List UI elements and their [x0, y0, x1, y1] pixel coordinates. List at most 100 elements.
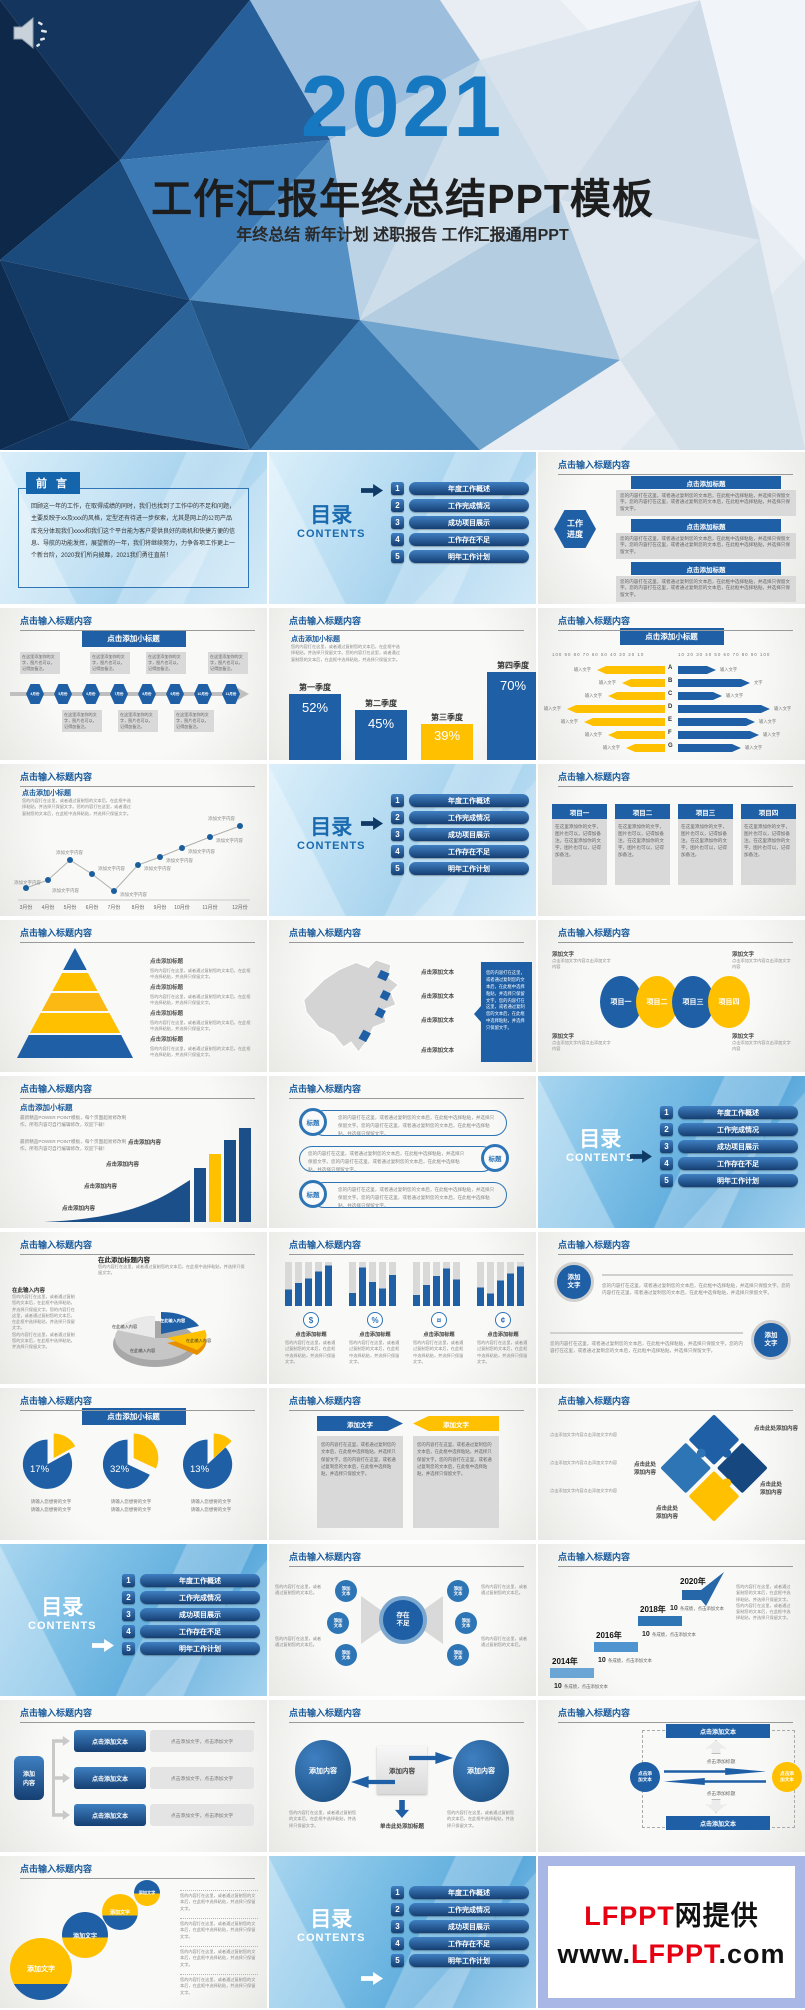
callout-line2: 添加内容 [760, 1490, 783, 1496]
puzzle-left-text: 点击添加文字内容点击添加文字内容 [550, 1432, 618, 1437]
slide-thumb-ascending-circles[interactable]: 点击输入标题内容 添加文字 添加文字 添加文字 添加文字 您的内容打在这里，或者… [0, 1856, 267, 2008]
bar-q2: 45% [355, 710, 407, 760]
slide-thumb-mini-bars[interactable]: 点击输入标题内容 $ 点击添加标题 您的内容打在这里，或者通过复制您的文本后，在… [269, 1232, 536, 1384]
timeline-note: 在这里添加你的文字，图片也可以，记得加备注。 [62, 710, 102, 732]
toc-item[interactable]: 5 明年工作计划 [660, 1174, 798, 1187]
slide-thumb-project-cards[interactable]: 点击输入标题内容 项目一 在这里添加你的文字，图片也可以，记得加备注。在这里添加… [538, 764, 805, 916]
bar-right [678, 718, 755, 726]
slide-thumb-foreword[interactable]: 前 言 回顾这一年的工作，在取得成绩的同时，我们也找到了工作中的不足和问题，主要… [0, 452, 267, 604]
slide-thumb-puzzle[interactable]: 点击输入标题内容 点击添加文字内容点击添加文字内容 点击添加文字内容点击添加文字… [538, 1388, 805, 1540]
toc-item[interactable]: 3 成功项目展示 [660, 1140, 798, 1153]
slide-thumb-tornado-chart[interactable]: 点击输入标题内容 点击添加小标题 100 90 80 70 60 50 40 3… [538, 608, 805, 760]
toc-item[interactable]: 3 成功项目展示 [391, 828, 529, 841]
toc-title-block: 目录 CONTENTS [566, 1128, 635, 1164]
toc-num: 5 [122, 1642, 135, 1655]
year-label: 2020年 [680, 1576, 706, 1586]
slide-thumb-project-ellipses[interactable]: 点击输入标题内容 添加文字 点击添加文字内容点击添加文字内容 添加文字 点击添加文字… [538, 920, 805, 1072]
toc-item[interactable]: 5 明年工作计划 [122, 1642, 260, 1655]
toc-item[interactable]: 4 工作存在不足 [660, 1157, 798, 1170]
group-body: 您的内容打在这里，或者通过复制您的文本后，在此框中选择粘贴，并选择只保留文字。 [413, 1340, 464, 1364]
slide-thumb-loop-diagram[interactable]: 点击输入标题内容 点击添加文本 点击添加文本 点击添 加文本 点击添 加文本 点击添… [538, 1700, 805, 1852]
toc-item-label: 工作存在不足 [678, 1157, 798, 1170]
caption-line: 请输入您想要的文字 [110, 1506, 152, 1512]
hub-node: 添加 文本 [455, 1612, 477, 1634]
slide-thumb-growth-steps[interactable]: 点击输入标题内容 2014年 2016年 2018年 2020年 10 条成绩，… [538, 1544, 805, 1696]
toc-item-label: 成功项目展示 [678, 1140, 798, 1153]
foreword-text: 回顾这一年的工作，在取得成绩的同时，我们也找到了工作中的不足和问题，主要反映于x… [31, 504, 236, 560]
project-card: 项目二 在这里添加你的文字，图片也可以，记得加备注。在这里添加你的文字，图片也可… [615, 804, 670, 885]
toc-item[interactable]: 4 工作存在不足 [391, 1937, 529, 1950]
branch-node-desc: 点击添加文字，点击添加文字 [150, 1767, 254, 1789]
toc-item-label: 明年工作计划 [140, 1642, 260, 1655]
toc-item[interactable]: 4 工作存在不足 [122, 1625, 260, 1638]
speaker-icon[interactable] [8, 10, 54, 56]
toc-item[interactable]: 5 明年工作计划 [391, 550, 529, 563]
slide-thumb-branch-diagram[interactable]: 点击输入标题内容 添加 内容 点击添加文本 点击添加文字，点击添加文字 点击添加文… [0, 1700, 267, 1852]
toc-item[interactable]: 1 年度工作概述 [122, 1574, 260, 1587]
slide-thumb-pyramid[interactable]: 点击输入标题内容 点击添加标题 您的内容打在这里，或者通过复制您的文本后，在此框中… [0, 920, 267, 1072]
group-title: 点击添加标题 [487, 1332, 519, 1338]
slide-thumb-3d-pie[interactable]: 点击输入标题内容 在此添加标题内容 您的内容打在这里，或者通过复制您的文本后，在… [0, 1232, 267, 1384]
toc-num: 1 [660, 1106, 673, 1119]
step-circle-1: 添加文字 [10, 1938, 72, 2000]
slide-thumb-toc-3[interactable]: 目录 CONTENTS 1 年度工作概述 2 工作完成情况 3 成功项目展示 4 工作存… [538, 1076, 805, 1228]
slide-thumb-quarter-bars[interactable]: 点击输入标题内容 点击添加小标题 您的内容打在这里，或者通过复制您的文本后，在此… [269, 608, 536, 760]
puzzle-callout: 点击此处添加内容 [656, 1504, 696, 1520]
slide-thumb-toc-5[interactable]: 目录 CONTENTS 1 年度工作概述 2 工作完成情况 3 成功项目展示 4 工作存… [269, 1856, 536, 2008]
corner-note: 添加文字 点击添加文字内容点击添加文字内容 [732, 950, 794, 971]
slide-thumb-exchange-diagram[interactable]: 点击输入标题内容 添加内容 添加内容 添加内容 单击此处添加标题 您的内容打在这… [269, 1700, 536, 1852]
note-body: 点击添加文字内容点击添加文字内容 [732, 1040, 791, 1052]
toc-item[interactable]: 4 工作存在不足 [391, 533, 529, 546]
toc-item[interactable]: 2 工作完成情况 [391, 1903, 529, 1916]
toc-item[interactable]: 5 明年工作计划 [391, 1954, 529, 1967]
toc-item[interactable]: 4 工作存在不足 [391, 845, 529, 858]
toc-item[interactable]: 1 年度工作概述 [391, 794, 529, 807]
toc-item[interactable]: 5 明年工作计划 [391, 862, 529, 875]
slide-thumb-hub-diagram[interactable]: 点击输入标题内容 存在 不足 添加 文本 添加 文本 添加 文本 添加 文本 添加 文本 添… [269, 1544, 536, 1696]
row-label-left: 输入文字 [584, 693, 602, 698]
slide-thumb-toc-4[interactable]: 目录 CONTENTS 1 年度工作概述 2 工作完成情况 3 成功项目展示 4 工作存… [0, 1544, 267, 1696]
toc-item[interactable]: 2 工作完成情况 [391, 499, 529, 512]
slide-thumb-line-chart[interactable]: 点击输入标题内容 点击添加小标题 您的内容打在这里，或者通过复制您的文本后，在此… [0, 764, 267, 916]
toc-item[interactable]: 1 年度工作概述 [660, 1106, 798, 1119]
slide-thumb-three-pies[interactable]: 点击输入标题内容 点击添加小标题 17% 请输入您想要的文字 请输入您想要的文字 … [0, 1388, 267, 1540]
toc-title: 目录 [310, 1908, 353, 1931]
toc-arrow-icon [361, 484, 383, 497]
hub-side-text: 您的内容打在这里，或者通过复制您的文本后。 [275, 1584, 322, 1596]
small-subtitle: 点击添加小标题 [20, 1103, 73, 1112]
slide-thumb-toc-1[interactable]: 目录 CONTENTS 1 年度工作概述 2 工作完成情况 3 成功项目展示 4 工作存… [269, 452, 536, 604]
toc-item-label: 工作完成情况 [409, 1903, 529, 1916]
watermark-cell[interactable]: LFPPT网提供 www.LFPPT.com [538, 1856, 805, 2008]
toc-item[interactable]: 3 成功项目展示 [391, 1920, 529, 1933]
row-label-left: 输入文字 [573, 667, 591, 672]
toc-item[interactable]: 2 工作完成情况 [122, 1591, 260, 1604]
hub-node: 添加 文本 [447, 1580, 469, 1602]
slide-thumb-two-circles-text[interactable]: 点击输入标题内容 添加 文字 您的内容打在这里，或者通过复制您的文本后，在此框中选… [538, 1232, 805, 1384]
hero-cover-slide[interactable]: 2021 工作汇报年终总结PPT模板 年终总结 新年计划 述职报告 工作汇报通用… [0, 0, 805, 450]
row-label-left: 输入文字 [584, 732, 602, 737]
slide-thumb-timeline[interactable]: 点击输入标题内容 点击添加小标题 4月份 5月份 6月份 7月份 8月份 9月份… [0, 608, 267, 760]
brand-red: LFPPT [584, 1901, 675, 1931]
bar-left [597, 666, 665, 674]
toc-item[interactable]: 1 年度工作概述 [391, 482, 529, 495]
puzzle-left-text: 点击添加文字内容点击添加文字内容 [550, 1488, 618, 1493]
toc-item[interactable]: 3 成功项目展示 [391, 516, 529, 529]
toc-item[interactable]: 1 年度工作概述 [391, 1886, 529, 1899]
pie-left-body2: 您的内容打在这里，或者通过复制您的文本后，在此框中选择粘贴，并选择只保留文字。 [12, 1331, 75, 1350]
toc-item[interactable]: 2 工作完成情况 [660, 1123, 798, 1136]
slide-header: 点击输入标题内容 [20, 1706, 255, 1723]
slide-thumb-growth-curve[interactable]: 点击输入标题内容 点击添加小标题 最新精品POWER POINT模板，每个页面超… [0, 1076, 267, 1228]
month-tick: 5月份 [64, 904, 77, 911]
slide-thumb-pill-list[interactable]: 点击输入标题内容 您的内容打在这里，或者通过复制您的文本后，在此框中选择粘贴，并… [269, 1076, 536, 1228]
slide-header: 点击输入标题内容 [289, 1706, 524, 1723]
step-num: 10 [554, 1683, 562, 1690]
slide-thumb-toc-2[interactable]: 目录 CONTENTS 1 年度工作概述 2 工作完成情况 3 成功项目展示 4 工作存… [269, 764, 536, 916]
toc-item[interactable]: 2 工作完成情况 [391, 811, 529, 824]
slide-thumb-work-progress[interactable]: 点击输入标题内容 工作 进度 点击添加标题 您的内容打在这里，或者通过复制您的文… [538, 452, 805, 604]
slide-thumb-china-map[interactable]: 点击输入标题内容 点击添加文本 点击添加文本 点击添加文本 点击添加文本 您的内… [269, 920, 536, 1072]
watermark-url[interactable]: www.LFPPT.com [557, 1939, 785, 1970]
month-tick: 12月份 [232, 904, 248, 911]
pie-slice-label: 在此输入内容 [112, 1324, 138, 1329]
toc-item[interactable]: 3 成功项目展示 [122, 1608, 260, 1621]
slide-thumb-two-columns[interactable]: 点击输入标题内容 添加文字 添加文字 您的内容打在这里，或者通过复制您的文本后，… [269, 1388, 536, 1540]
